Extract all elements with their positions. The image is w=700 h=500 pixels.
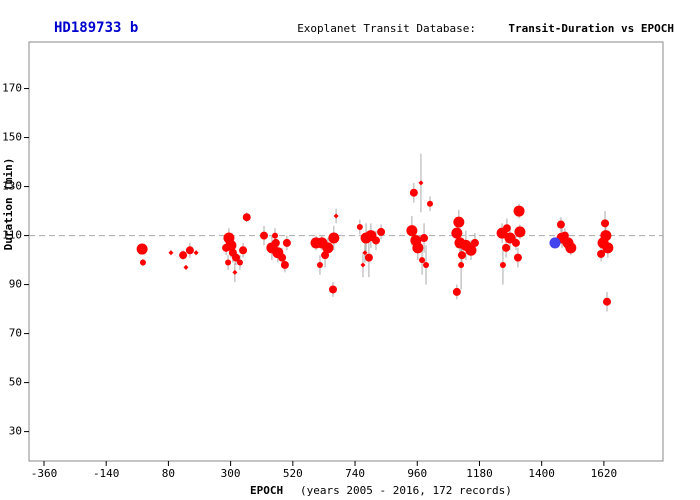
- data-point: [377, 227, 386, 236]
- y-tick-label: 50: [9, 376, 22, 389]
- data-point: [514, 226, 526, 238]
- data-point: [601, 219, 610, 228]
- data-point: [242, 213, 251, 222]
- data-point: [499, 261, 506, 268]
- x-tick-label: 740: [345, 467, 365, 480]
- data-point: [333, 213, 339, 219]
- x-tick-label: 1180: [466, 467, 493, 480]
- data-point: [409, 188, 418, 197]
- data-point: [360, 262, 366, 268]
- data-point: [452, 287, 461, 296]
- x-tick-label: -140: [93, 467, 120, 480]
- data-point: [139, 259, 146, 266]
- data-point: [328, 285, 337, 294]
- data-point: [356, 223, 363, 230]
- data-point: [412, 242, 424, 254]
- data-point: [282, 238, 291, 247]
- data-point: [236, 259, 243, 266]
- data-point: [513, 253, 522, 262]
- data-point: [322, 242, 334, 254]
- data-point: [183, 264, 189, 270]
- y-tick-label: 150: [2, 131, 22, 144]
- plot-frame: [28, 41, 664, 462]
- y-tick-label: 130: [2, 180, 22, 193]
- data-point: [560, 231, 569, 240]
- data-point: [453, 216, 465, 228]
- data-point: [502, 243, 511, 252]
- y-tick-label: 70: [9, 327, 22, 340]
- data-point: [222, 243, 231, 252]
- data-point: [321, 251, 330, 260]
- x-axis-note: (years 2005 - 2016, 172 records): [300, 484, 512, 497]
- data-point: [511, 238, 520, 247]
- data-point: [565, 242, 577, 254]
- data-point: [328, 232, 340, 244]
- data-point: [549, 237, 561, 249]
- data-point: [465, 244, 477, 256]
- data-point: [457, 251, 466, 260]
- x-tick-label: 960: [407, 467, 427, 480]
- y-axis-label: Duration (min): [2, 158, 15, 251]
- data-point: [423, 261, 430, 268]
- data-point: [193, 250, 199, 256]
- subtitle-label: Exoplanet Transit Database:: [297, 22, 476, 35]
- data-point: [278, 253, 287, 262]
- data-point: [603, 297, 612, 306]
- data-point: [259, 231, 268, 240]
- data-point: [168, 250, 174, 256]
- y-tick-label: 170: [2, 82, 22, 95]
- data-point: [231, 253, 240, 262]
- data-point: [458, 261, 465, 268]
- x-tick-label: 300: [221, 467, 241, 480]
- data-point: [470, 238, 479, 247]
- data-point: [418, 180, 424, 186]
- data-point: [185, 246, 194, 255]
- data-point: [419, 257, 426, 264]
- subtitle: Transit-Duration vs EPOCH: [508, 22, 674, 35]
- data-point: [420, 234, 429, 243]
- data-point: [280, 260, 289, 269]
- x-tick-label: -360: [31, 467, 58, 480]
- x-tick-label: 520: [283, 467, 303, 480]
- data-point: [239, 246, 248, 255]
- data-point: [502, 224, 511, 233]
- data-point: [179, 251, 188, 260]
- chart-title: HD189733 b: [54, 20, 138, 36]
- data-point: [364, 253, 373, 262]
- data-point: [451, 227, 463, 239]
- data-point: [136, 243, 148, 255]
- y-tick-label: 30: [9, 425, 22, 438]
- data-point: [597, 249, 606, 258]
- x-tick-label: 1620: [591, 467, 618, 480]
- data-point: [272, 232, 279, 239]
- data-point: [232, 269, 238, 275]
- x-axis-label: EPOCH: [250, 484, 283, 497]
- data-point: [556, 220, 565, 229]
- data-point: [271, 238, 280, 247]
- y-tick-label: 110: [2, 229, 22, 242]
- data-point: [362, 250, 368, 256]
- data-point: [225, 259, 232, 266]
- y-tick-label: 90: [9, 278, 22, 291]
- data-point: [426, 200, 433, 207]
- data-point: [316, 261, 323, 268]
- x-tick-label: 80: [162, 467, 175, 480]
- data-point: [513, 205, 525, 217]
- data-point: [406, 225, 418, 237]
- data-point: [371, 236, 380, 245]
- x-tick-label: 1400: [528, 467, 555, 480]
- data-point: [602, 242, 614, 254]
